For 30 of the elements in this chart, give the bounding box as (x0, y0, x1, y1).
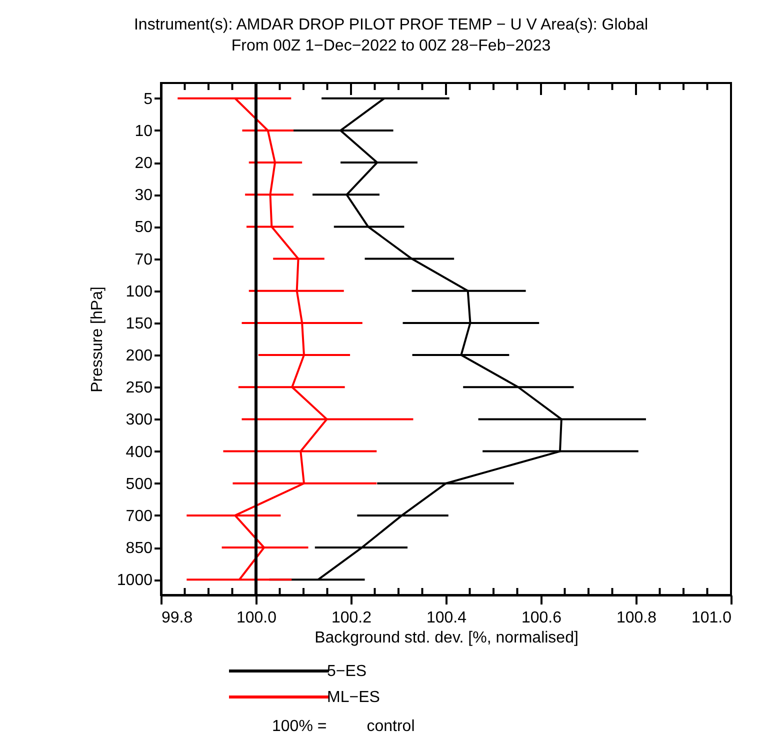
y-tick-label: 5 (144, 90, 153, 108)
y-tick-label: 1000 (116, 572, 153, 590)
x-axis-title: Background std. dev. [%, normalised] (314, 630, 578, 646)
y-tick-label: 850 (126, 540, 153, 558)
y-axis-title: Pressure [hPa] (88, 286, 106, 392)
y-tick-label: 70 (134, 251, 153, 268)
y-tick-label: 10 (134, 122, 153, 140)
text: ML−ES (327, 689, 380, 706)
x-tick-label: 100.2 (331, 610, 372, 626)
y-tick-label: 100 (126, 283, 153, 300)
text: 5−ES (327, 663, 367, 680)
x-tick-label: 100.4 (426, 610, 467, 626)
y-tick-label: 400 (126, 444, 153, 461)
y-tick-label: 50 (134, 219, 153, 236)
y-tick-label: 700 (126, 508, 153, 525)
y-tick-label: 20 (134, 155, 153, 172)
x-tick-label: 99.8 (162, 610, 193, 626)
x-tick-label: 100.0 (236, 610, 277, 626)
chart-subtitle: From 00Z 1−Dec−2022 to 00Z 28−Feb−2023 (231, 38, 551, 54)
text: 100% = control (272, 718, 415, 736)
y-tick-label: 30 (134, 187, 153, 204)
y-tick-label: 150 (126, 315, 153, 332)
y-tick-label: 500 (126, 476, 153, 493)
y-tick-label: 250 (126, 380, 153, 397)
y-tick-label: 200 (126, 348, 153, 365)
chart-title: Instrument(s): AMDAR DROP PILOT PROF TEMP − U V Area(s): Global (134, 16, 648, 34)
x-tick-label: 100.8 (616, 610, 657, 626)
y-tick-label: 300 (126, 412, 153, 429)
x-tick-label: 100.6 (521, 610, 562, 626)
x-tick-label: 101.0 (691, 610, 732, 626)
